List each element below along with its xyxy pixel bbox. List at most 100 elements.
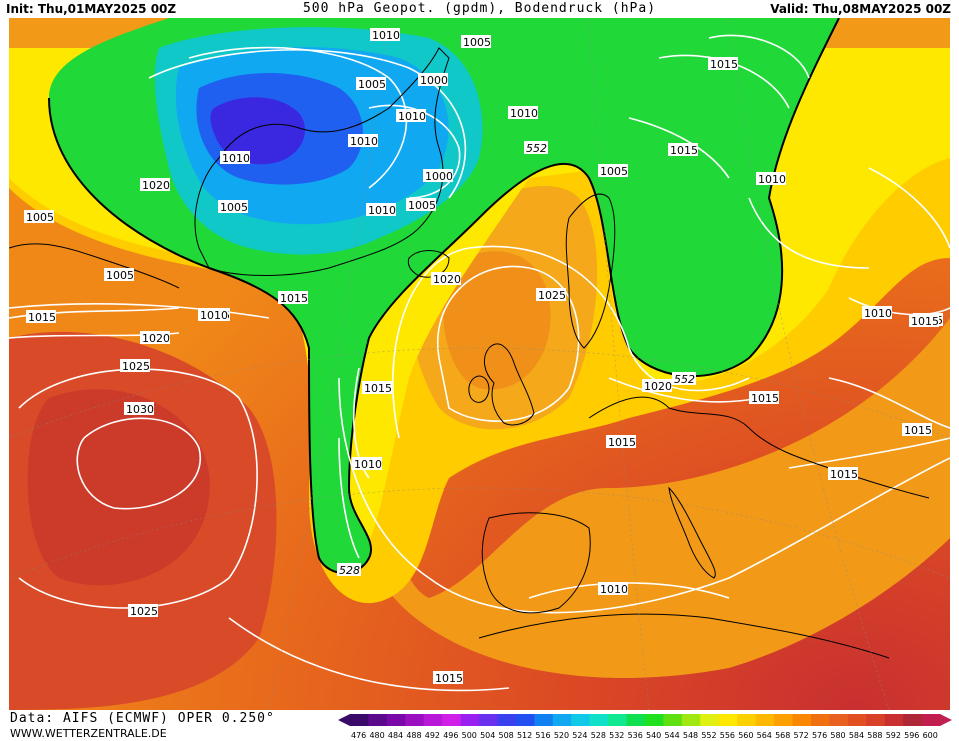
pressure-label-box bbox=[418, 73, 448, 86]
legend-level-label: 544 bbox=[664, 731, 679, 740]
isobar-1015-balkan bbox=[788, 437, 950, 469]
legend-level-label: 484 bbox=[388, 731, 403, 740]
legend-swatch bbox=[737, 714, 757, 726]
pressure-label-box bbox=[536, 288, 566, 301]
pressure-label-box bbox=[708, 57, 738, 70]
scandinavia bbox=[565, 193, 616, 349]
legend-level-label: 476 bbox=[351, 731, 366, 740]
canada-coast bbox=[9, 243, 180, 289]
legend-swatch bbox=[350, 714, 369, 726]
pressure-label-box bbox=[423, 169, 453, 182]
pressure-label: 1015 bbox=[751, 392, 779, 405]
legend-swatch bbox=[829, 714, 849, 726]
pressure-label: 1015 bbox=[911, 315, 939, 328]
isobar-1005-scand bbox=[708, 34, 810, 79]
isobar-1010-south bbox=[528, 582, 730, 599]
pressure-label-box bbox=[902, 423, 932, 436]
legend-arrow-left bbox=[338, 714, 350, 726]
pressure-label: 1010 bbox=[372, 29, 400, 42]
legend-level-label: 576 bbox=[812, 731, 827, 740]
contour-label: 552 bbox=[674, 373, 695, 386]
legend-swatch bbox=[552, 714, 572, 726]
pressure-label-box bbox=[24, 210, 54, 223]
pressure-label-box bbox=[642, 379, 672, 392]
legend-swatch bbox=[479, 714, 498, 726]
isobar-1015-south bbox=[228, 617, 510, 692]
pressure-label-box bbox=[198, 308, 228, 321]
pressure-label-box bbox=[140, 331, 170, 344]
pressure-label-box bbox=[124, 402, 154, 415]
legend-swatch bbox=[423, 714, 443, 726]
pressure-label: 1015 bbox=[280, 292, 308, 305]
legend-level-label: 596 bbox=[904, 731, 919, 740]
pressure-label-box bbox=[362, 381, 392, 394]
ridge-core bbox=[443, 251, 551, 390]
contour-552-north bbox=[48, 18, 840, 574]
legend-swatch bbox=[774, 714, 793, 726]
isobar-1010-west bbox=[9, 303, 270, 319]
legend-swatch bbox=[903, 714, 923, 726]
legend-swatch bbox=[866, 714, 886, 726]
legend-swatch bbox=[755, 714, 775, 726]
legend-level-label: 600 bbox=[923, 731, 938, 740]
pressure-label-box bbox=[220, 151, 250, 164]
legend-swatch bbox=[645, 714, 664, 726]
isobar-1010-ne bbox=[848, 297, 950, 316]
pressure-label: 1010 bbox=[758, 173, 786, 186]
pressure-label-box bbox=[431, 272, 461, 285]
meridian-1 bbox=[268, 18, 390, 710]
deep-low-core bbox=[210, 97, 305, 165]
pressure-label: 1005 bbox=[408, 199, 436, 212]
legend-swatch bbox=[460, 714, 480, 726]
data-source: Data: AIFS (ECMWF) OPER 0.250° bbox=[10, 711, 275, 726]
pressure-label-box bbox=[433, 671, 463, 684]
legend-swatch bbox=[810, 714, 830, 726]
atlantic-high-core bbox=[27, 389, 210, 586]
pressure-label-box bbox=[140, 178, 170, 191]
contour-label-box bbox=[337, 563, 361, 576]
legend-level-label: 552 bbox=[701, 731, 716, 740]
isobar-1005-russia bbox=[868, 167, 950, 249]
legend-swatch bbox=[792, 714, 812, 726]
legend-level-label: 588 bbox=[867, 731, 882, 740]
contour-label-box bbox=[672, 372, 696, 385]
isobar-1015-trough bbox=[353, 367, 370, 479]
pressure-label: 1020 bbox=[142, 332, 170, 345]
pressure-label-box bbox=[128, 604, 158, 617]
legend-swatch bbox=[368, 714, 388, 726]
legend-level-label: 548 bbox=[683, 731, 698, 740]
meridian-3 bbox=[728, 18, 890, 710]
pressure-label: 1010 bbox=[200, 309, 228, 322]
pressure-label: 1000 bbox=[425, 170, 453, 183]
legend-level-label: 488 bbox=[406, 731, 421, 740]
legend-swatch bbox=[515, 714, 535, 726]
legend-swatch bbox=[847, 714, 867, 726]
footer-bar: Data: AIFS (ECMWF) OPER 0.250° WWW.WETTE… bbox=[0, 710, 959, 741]
pressure-label-box bbox=[278, 291, 308, 304]
pressure-label-box bbox=[218, 200, 248, 213]
pressure-label: 1010 bbox=[354, 458, 382, 471]
pressure-label: 1015 bbox=[608, 436, 636, 449]
iberia bbox=[481, 512, 591, 614]
pressure-label: 1025 bbox=[130, 605, 158, 618]
legend-level-label: 496 bbox=[443, 731, 458, 740]
pressure-label: 1010 bbox=[864, 307, 892, 320]
pressure-label: 1015 bbox=[670, 144, 698, 157]
coastlines bbox=[9, 47, 930, 659]
legend-level-label: 572 bbox=[794, 731, 809, 740]
contour-labels: 552 552 528 bbox=[337, 141, 696, 577]
map-title: 500 hPa Geopot. (gpdm), Bodendruck (hPa) bbox=[302, 1, 657, 16]
legend-level-label: 592 bbox=[886, 731, 901, 740]
pressure-label: 1010 bbox=[350, 135, 378, 148]
legend-level-label: 524 bbox=[572, 731, 587, 740]
legend-level-label: 556 bbox=[720, 731, 735, 740]
pressure-labels: 1010 1005 1005 1020 1005 1010 1000 1010 1010 1005… bbox=[24, 28, 943, 685]
pressure-label: 1005 bbox=[463, 36, 491, 49]
pressure-label: 1005 bbox=[600, 165, 628, 178]
init-time: Init: Thu,01MAY2025 00Z bbox=[6, 2, 177, 16]
legend-level-label: 560 bbox=[738, 731, 753, 740]
greenland-coast bbox=[194, 47, 450, 276]
legend-level-label: 564 bbox=[757, 731, 772, 740]
pressure-label: 1005 bbox=[26, 211, 54, 224]
graticule bbox=[9, 18, 950, 710]
